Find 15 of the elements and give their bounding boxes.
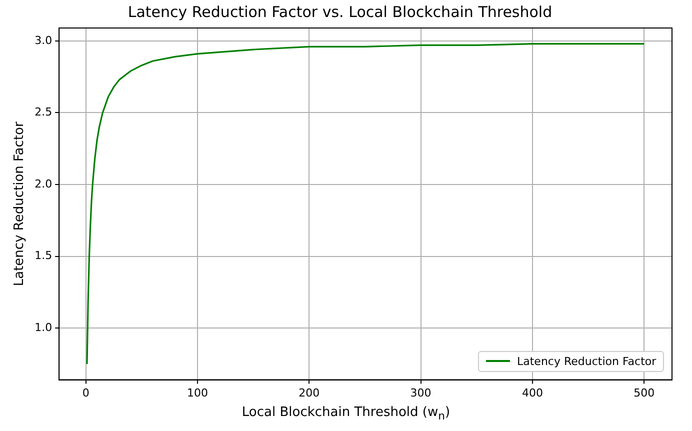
x-tick-label: 300 [410,386,432,400]
y-tick-label: 1.0 [34,320,52,334]
x-tick-label: 100 [187,386,208,400]
x-tick-label: 500 [634,386,655,400]
x-tick-label: 400 [522,386,543,400]
x-axis-title: Local Blockchain Threshold (w$_{n}$) [240,405,452,423]
y-tick-label: 3.0 [34,34,52,47]
legend-label: Latency Reduction Factor [517,354,656,368]
y-tick-label: 1.5 [34,249,52,262]
y-tick-label: 2.0 [34,177,52,190]
y-axis-title: Latency Reduction Factor [12,121,28,286]
y-tick-label: 2.5 [34,106,52,119]
chart-title: Latency Reduction Factor vs. Local Blockchain Threshold [128,2,552,21]
x-tick-label: 200 [298,386,320,400]
x-tick-label: 0 [82,386,90,400]
